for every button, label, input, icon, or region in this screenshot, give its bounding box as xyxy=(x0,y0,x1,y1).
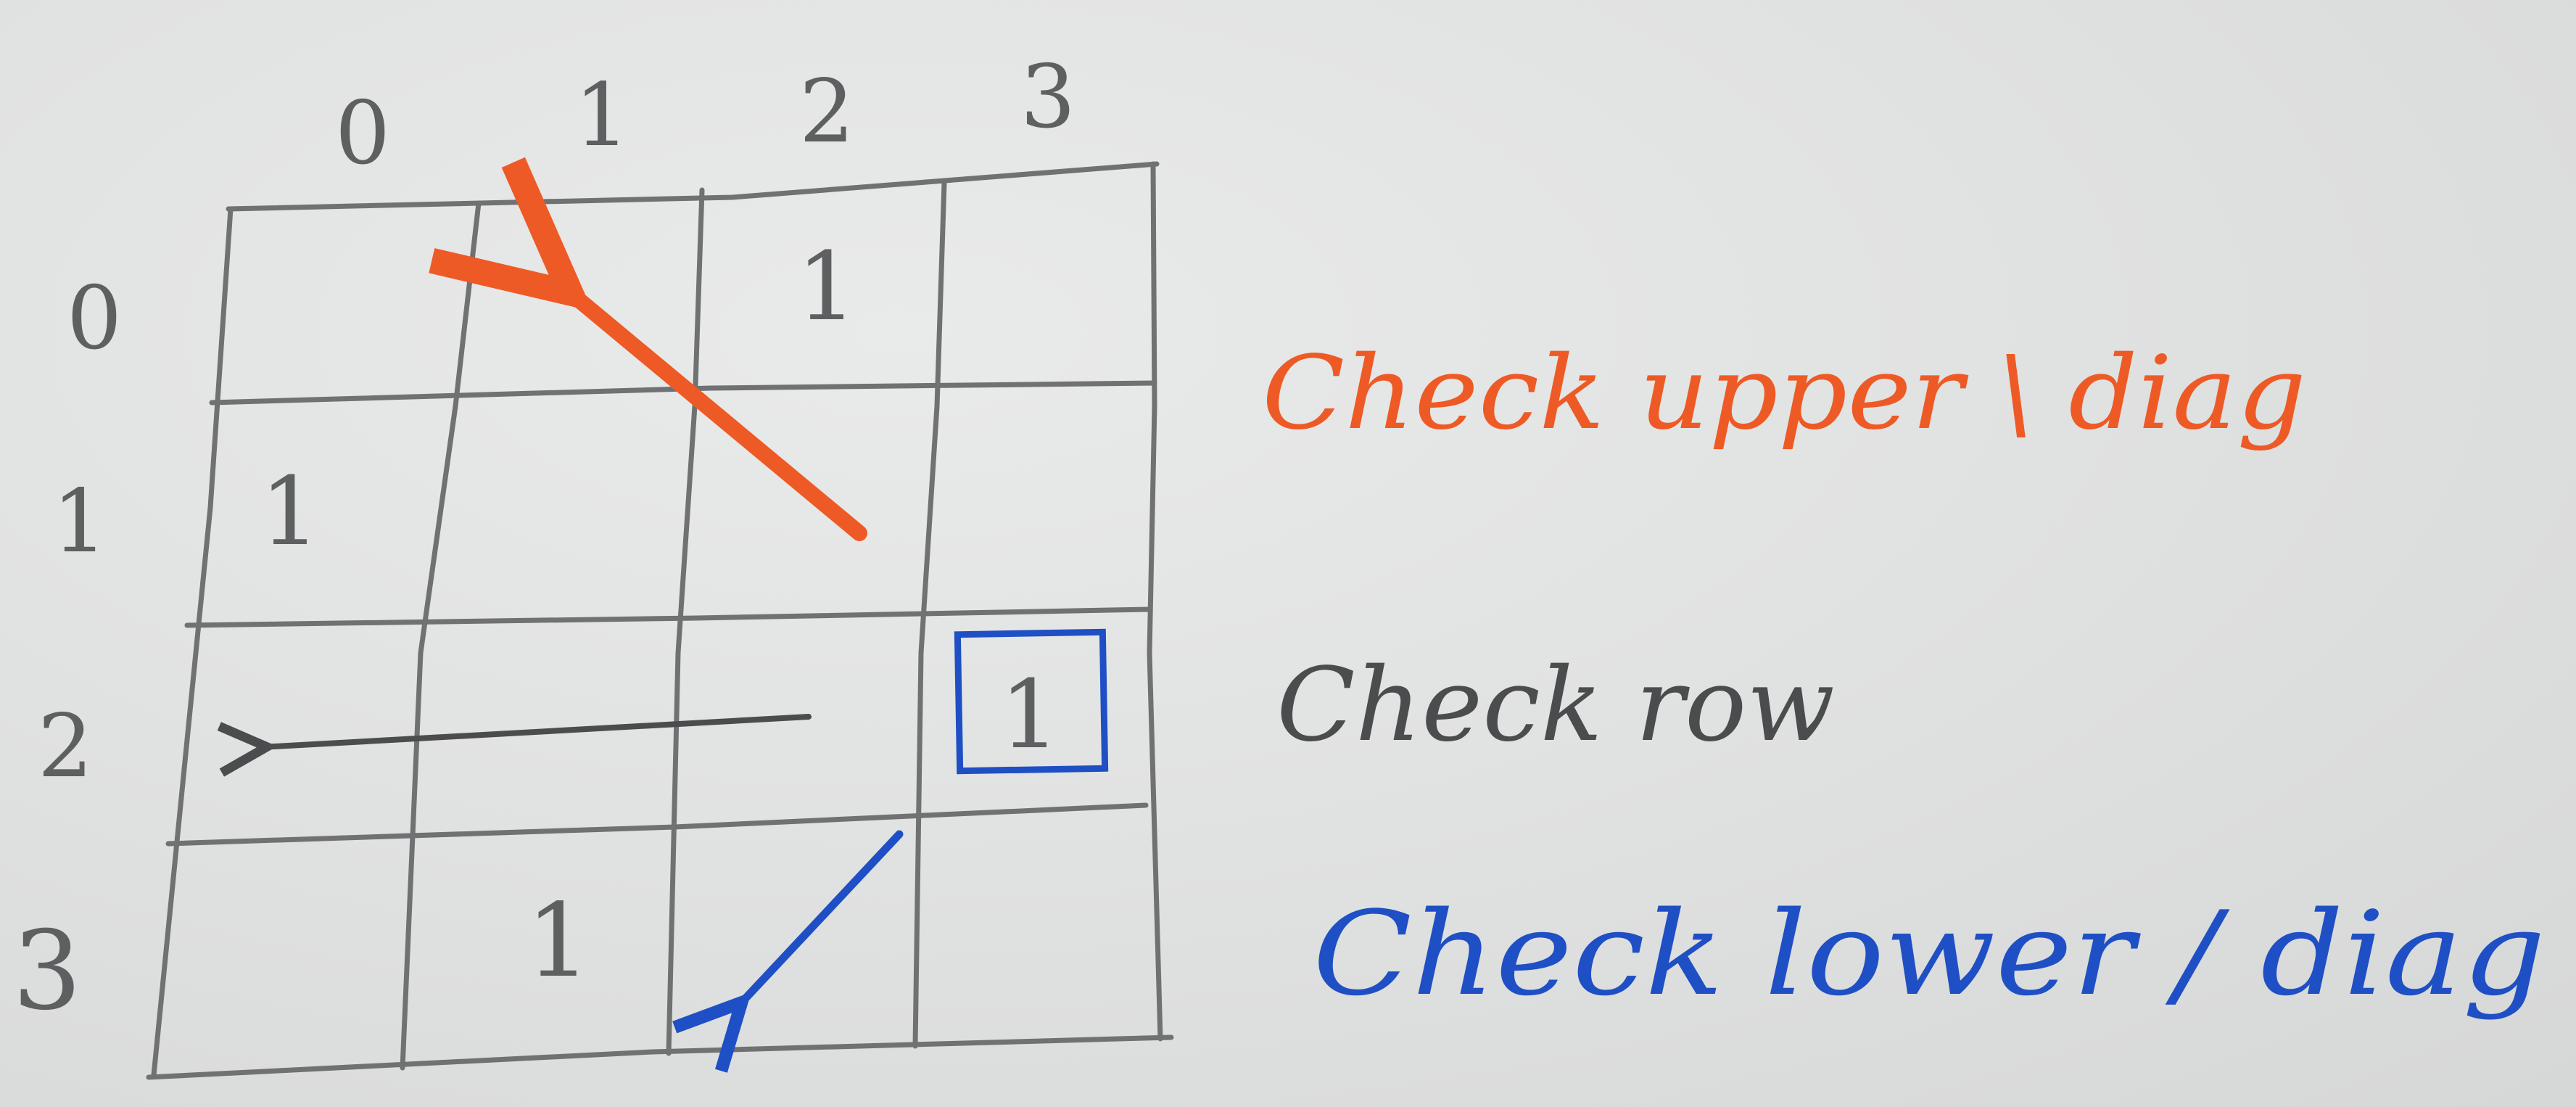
grid-line-h0 xyxy=(226,161,1160,212)
row-label-2: 2 xyxy=(38,696,93,797)
grid-line-h2 xyxy=(184,606,1152,628)
row-label-0: 0 xyxy=(67,268,122,369)
grid-lines xyxy=(146,161,1174,1080)
grid-line-v2 xyxy=(666,187,705,1056)
grid-line-v3 xyxy=(912,180,947,1049)
annotation-row: Check row xyxy=(1276,646,1835,765)
grid-line-v4 xyxy=(1147,161,1163,1042)
annotation-lower-diag: Check lower / diag xyxy=(1313,886,2546,1021)
highlight-box xyxy=(954,628,1109,775)
column-label-3: 3 xyxy=(1020,47,1076,148)
row-labels: 0 1 2 3 xyxy=(12,268,122,1034)
cell-value-r1-c0: 1 xyxy=(260,456,321,567)
grid-line-v0 xyxy=(151,206,234,1078)
row-label-1: 1 xyxy=(52,472,107,572)
cell-value-r3-c1: 1 xyxy=(526,882,590,1000)
cell-values: 1 1 1 1 xyxy=(260,231,1060,1000)
blue-diagonal-arrow xyxy=(736,830,904,1008)
column-labels: 0 1 2 3 xyxy=(335,47,1076,184)
row-label-3: 3 xyxy=(12,908,81,1034)
column-label-2: 2 xyxy=(799,62,854,162)
grid-line-h3 xyxy=(165,802,1149,847)
grid-line-h4 xyxy=(146,1034,1174,1080)
annotation-upper-diag: Check upper \ diag xyxy=(1262,334,2306,453)
red-diagonal-arrow xyxy=(558,283,867,541)
cell-value-r2-c3: 1 xyxy=(1000,659,1060,770)
column-label-1: 1 xyxy=(574,65,629,166)
grid-line-h1 xyxy=(209,380,1157,406)
black-row-arrow xyxy=(261,714,812,747)
annotations: Check upper \ diag Check row Check lower… xyxy=(1262,334,2546,1021)
column-label-0: 0 xyxy=(335,83,390,184)
cell-value-r0-c2: 1 xyxy=(797,231,857,342)
grid-line-v1 xyxy=(400,200,482,1071)
